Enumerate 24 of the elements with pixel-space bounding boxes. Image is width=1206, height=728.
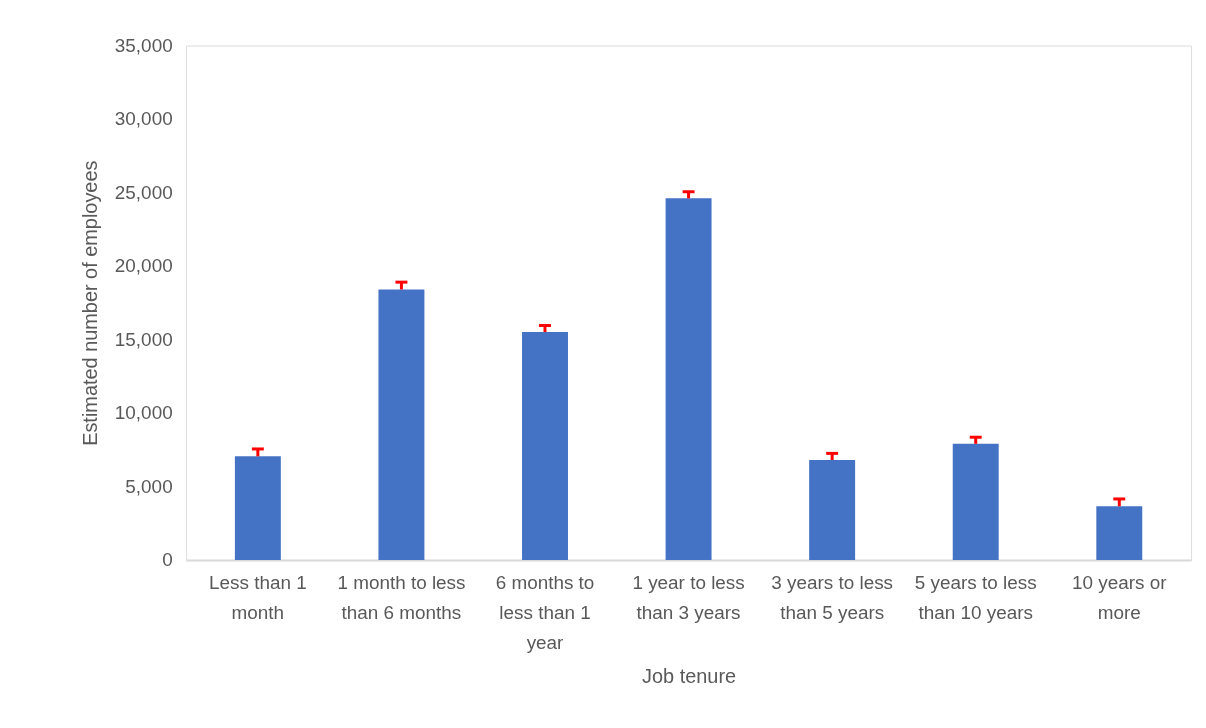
bar (1096, 506, 1143, 560)
y-tick-label: 30,000 (114, 108, 173, 130)
y-tick-label: 20,000 (114, 255, 173, 277)
bar (809, 459, 856, 560)
y-tick-label: 0 (162, 549, 173, 571)
x-tick-label: Less than 1 month (209, 572, 307, 624)
x-tick-label: 3 years to less than 5 years (771, 572, 894, 624)
y-tick-label: 10,000 (114, 402, 173, 424)
x-tick-label: 6 months to less than 1 year (495, 572, 595, 653)
y-tick-label: 35,000 (114, 34, 173, 56)
y-tick-label: 5,000 (125, 475, 173, 497)
y-axis-title: Estimated number of employees (78, 160, 101, 446)
bar (234, 456, 281, 560)
x-tick-label: 1 month to less than 6 months (337, 572, 466, 624)
x-tick-label: 10 years or more (1072, 572, 1167, 624)
y-tick-label: 15,000 (114, 328, 173, 350)
x-tick-label: 1 year to less than 3 years (632, 572, 745, 624)
bar (378, 289, 425, 560)
bar (952, 443, 999, 560)
y-tick-label: 25,000 (114, 181, 173, 203)
x-tick-label: 5 years to less than 10 years (914, 572, 1037, 624)
x-axis-title: Job tenure (642, 664, 737, 687)
bar (522, 332, 568, 560)
bar (665, 198, 712, 560)
